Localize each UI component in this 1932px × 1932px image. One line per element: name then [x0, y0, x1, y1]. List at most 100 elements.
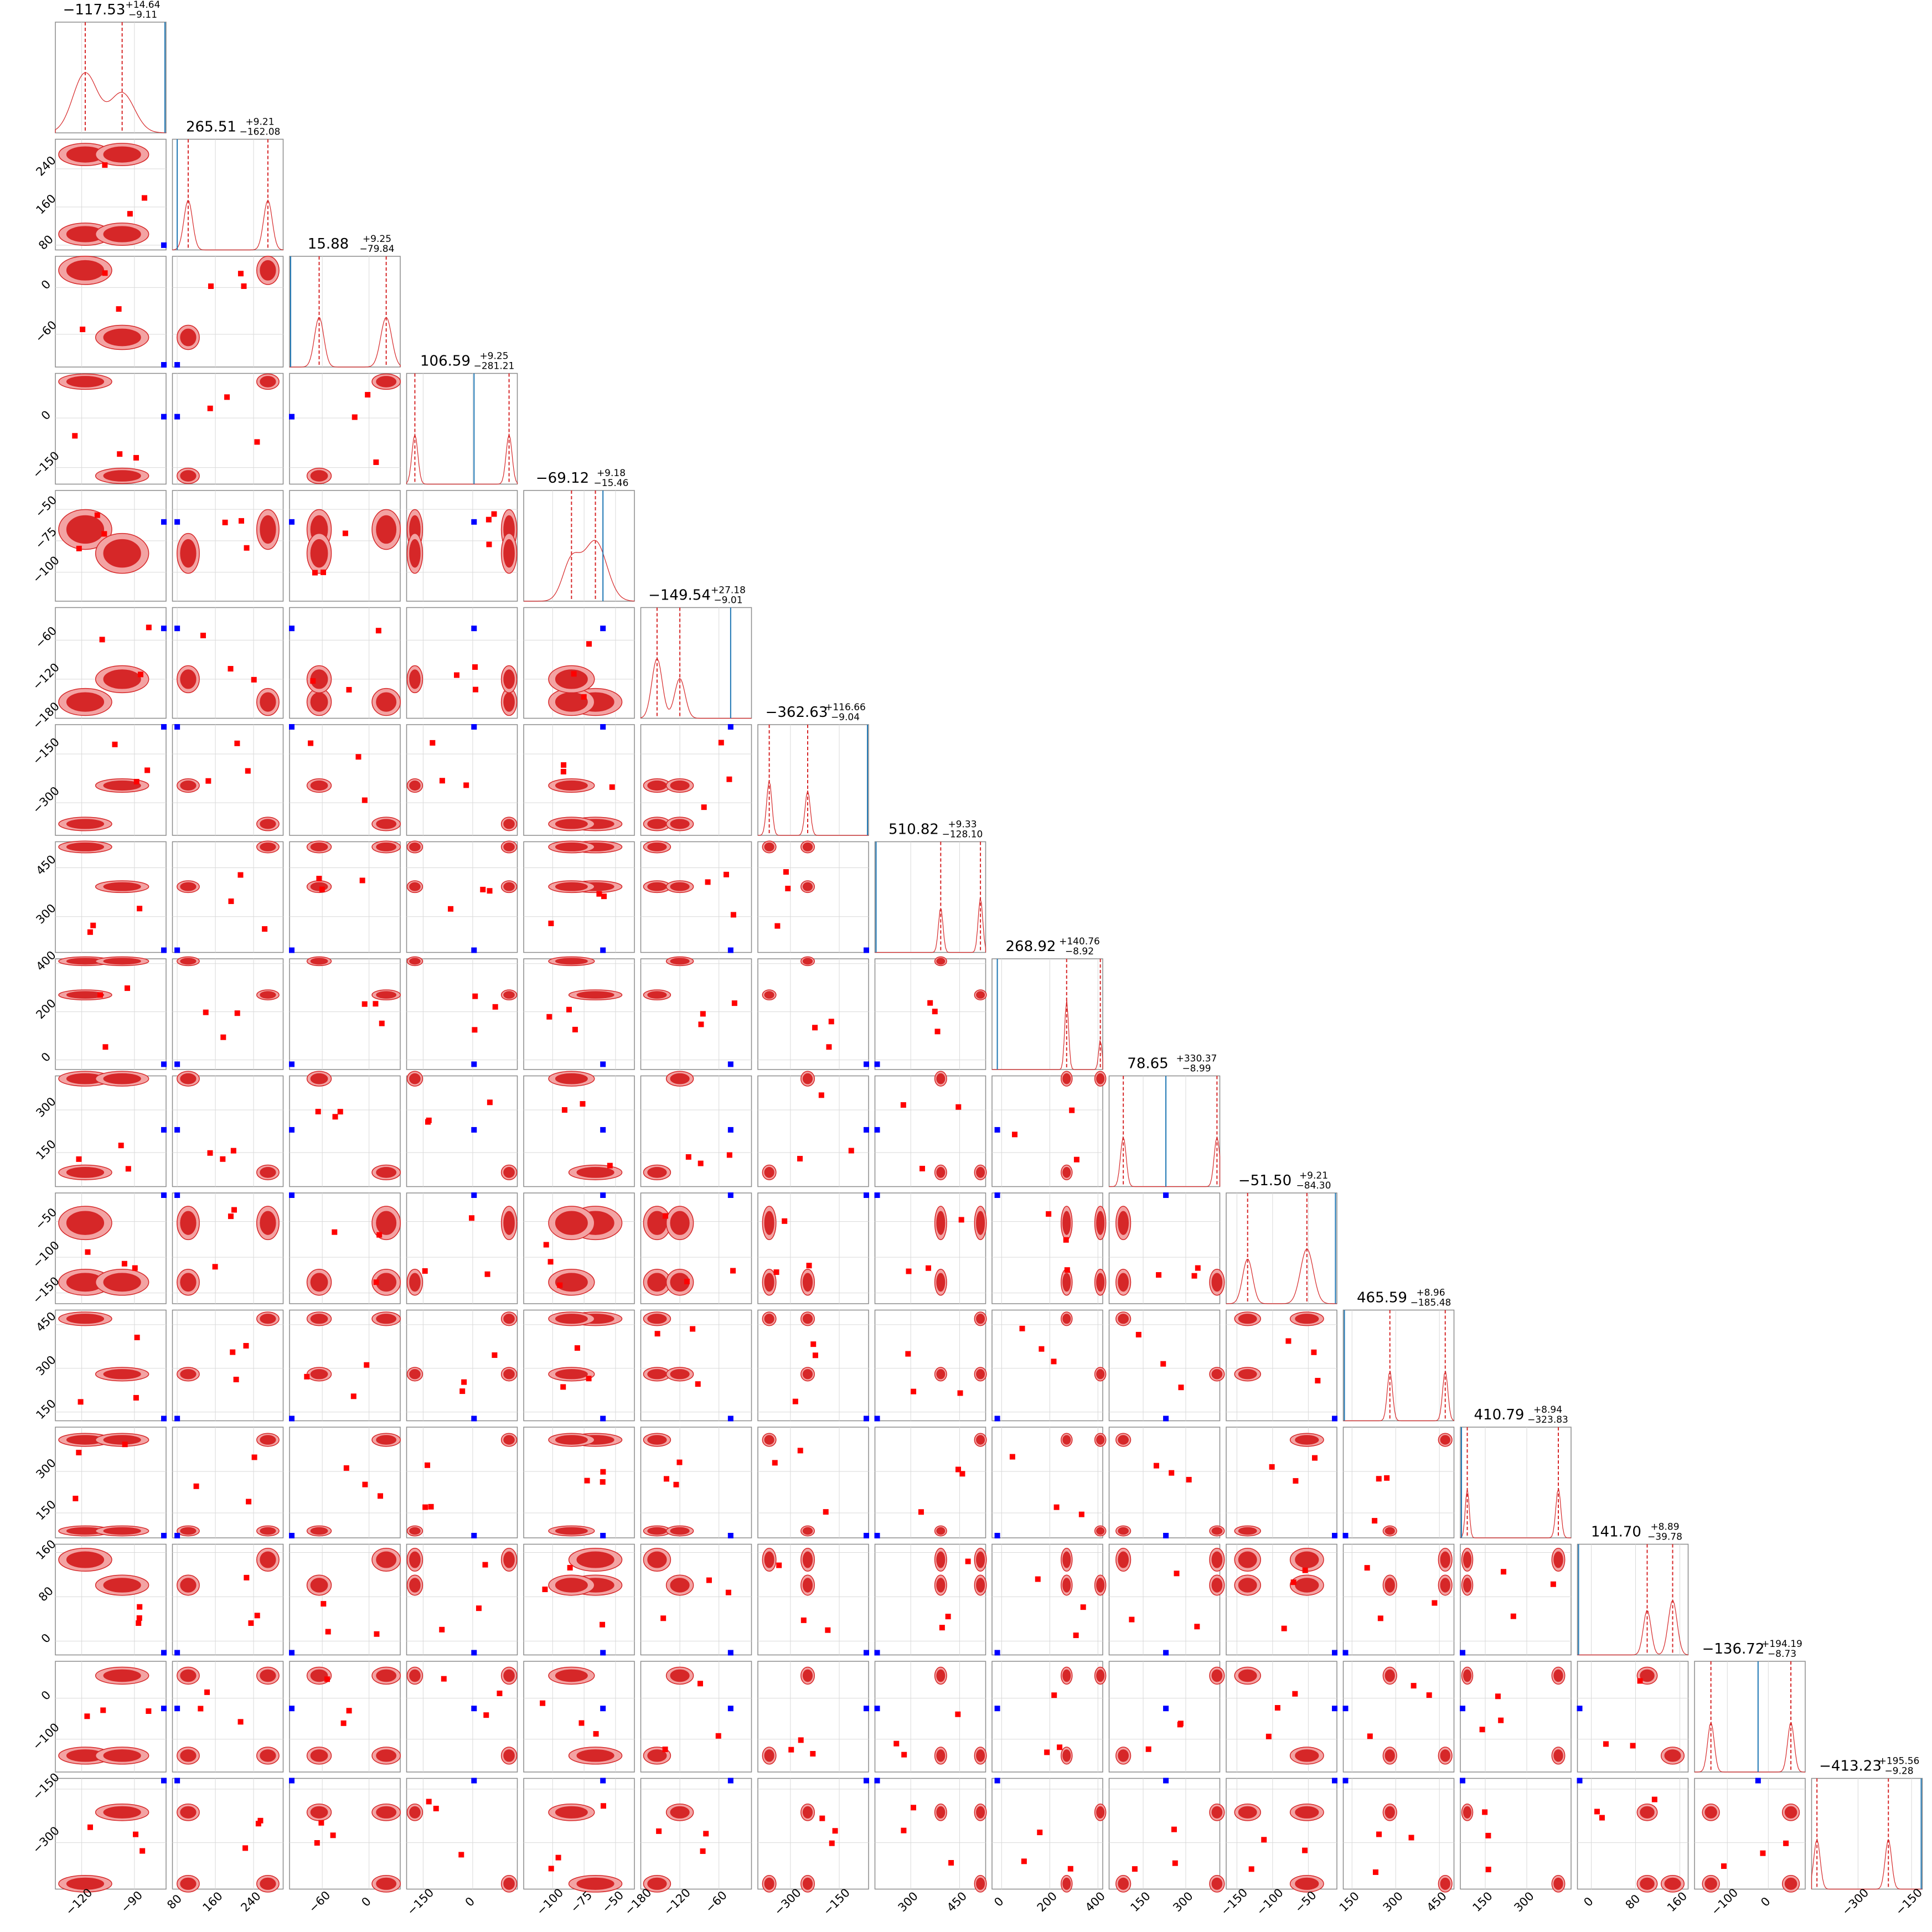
sample-point: [1432, 1600, 1438, 1606]
reference-point: [600, 1416, 606, 1422]
sample-point: [224, 394, 230, 400]
panel-4-1: [172, 490, 284, 602]
contour-inner: [802, 1273, 813, 1292]
x-tick-label: −60: [703, 1888, 730, 1915]
sample-point: [454, 672, 460, 678]
contour-inner: [670, 1578, 690, 1593]
panel-frame: [406, 724, 518, 836]
panel-7-4: [523, 840, 635, 953]
contour-inner: [260, 1527, 276, 1535]
sample-point: [472, 993, 478, 999]
panel-5-5: −149.54 +27.18−9.01: [640, 585, 752, 719]
sample-point: [560, 768, 566, 774]
panel-frame: [1342, 1543, 1455, 1656]
panel-8-0: 0 200 400: [33, 948, 167, 1070]
contour-inner: [310, 692, 328, 712]
sample-point: [1044, 1749, 1050, 1755]
contour-inner: [936, 1578, 946, 1593]
sample-point: [1411, 1683, 1417, 1689]
contour-inner: [1640, 1669, 1655, 1682]
contour-inner: [409, 669, 421, 689]
sample-point: [772, 1460, 778, 1466]
panel-frame: [1460, 1778, 1572, 1890]
sample-point: [825, 1627, 831, 1633]
sample-point: [469, 1215, 475, 1221]
sample-point: [1051, 1692, 1057, 1698]
panel-7-1: [172, 840, 284, 953]
contour-inner: [936, 1273, 946, 1292]
contour-inner: [1553, 1551, 1563, 1568]
panel-frame: [1342, 1427, 1455, 1538]
sample-point: [350, 1393, 357, 1399]
contour-inner: [376, 1877, 397, 1890]
sample-point: [1261, 1837, 1267, 1843]
contour-inner: [764, 1551, 774, 1568]
contour-inner: [503, 819, 515, 829]
contour-inner: [1096, 1435, 1105, 1445]
contour-inner: [576, 1749, 614, 1762]
contour-inner: [976, 1749, 985, 1762]
contour-inner: [1211, 1806, 1223, 1819]
sample-point: [102, 270, 108, 276]
panel-12-6: [757, 1427, 869, 1538]
y-tick-label: 150: [33, 1397, 58, 1422]
panel-frame: [991, 1543, 1103, 1656]
contour-inner: [802, 1369, 813, 1380]
sample-point: [600, 1621, 606, 1628]
contour-inner: [764, 1211, 774, 1235]
contour-inner: [802, 1578, 813, 1593]
reference-point: [161, 1533, 167, 1538]
panel-frame: [874, 1661, 986, 1773]
panel-14-3: [406, 1661, 518, 1773]
sample-point: [237, 872, 244, 878]
sample-point: [848, 1148, 854, 1154]
contour-inner: [802, 1806, 813, 1819]
contour-inner: [409, 1551, 421, 1568]
x-tick-label: −100: [534, 1886, 566, 1918]
sample-point: [485, 516, 492, 523]
reference-point: [289, 947, 295, 953]
reference-point: [174, 414, 180, 420]
contour-inner: [1784, 1877, 1797, 1890]
sample-point: [193, 1483, 199, 1489]
reference-point: [471, 1706, 477, 1712]
contour-inner: [670, 958, 690, 965]
panel-12-8: [991, 1427, 1107, 1538]
param-lower-error: −128.10: [942, 829, 983, 840]
sample-point: [1285, 1338, 1292, 1344]
sample-point: [792, 1398, 798, 1404]
contour-inner: [1640, 1877, 1655, 1890]
reference-point: [874, 1533, 880, 1538]
panel-9-8: [991, 1071, 1107, 1187]
panel-13-7: [874, 1543, 987, 1656]
panel-10-0: −150−100−50: [30, 1192, 167, 1306]
sample-point: [700, 1848, 706, 1854]
reference-point: [864, 1416, 869, 1422]
posterior-histogram: [1109, 1136, 1221, 1187]
sample-point: [662, 1747, 668, 1753]
sample-point: [1145, 1746, 1151, 1752]
contour-inner: [409, 1578, 421, 1593]
sample-point: [133, 1831, 139, 1837]
panel-15-9: 150 300: [1108, 1778, 1225, 1914]
sample-point: [927, 1000, 933, 1006]
reference-point: [471, 947, 477, 953]
sample-point: [572, 1026, 578, 1032]
sample-point: [330, 1832, 336, 1838]
sample-point: [430, 740, 436, 746]
panel-frame: [757, 1309, 869, 1422]
param-title: −149.54: [648, 587, 711, 604]
sample-point: [124, 985, 130, 991]
panel-frame: [757, 958, 869, 1070]
sample-point: [337, 1109, 343, 1115]
panel-frame: [874, 1309, 986, 1422]
x-tick-label: 160: [200, 1889, 225, 1914]
sample-point: [663, 1476, 669, 1482]
param-title: 268.92: [1006, 938, 1056, 955]
sample-point: [957, 1390, 963, 1396]
sample-point: [797, 1156, 803, 1162]
panel-9-2: [289, 1071, 401, 1187]
reference-point: [864, 1127, 869, 1133]
sample-point: [1367, 1733, 1373, 1739]
contour-inner: [103, 1073, 141, 1084]
